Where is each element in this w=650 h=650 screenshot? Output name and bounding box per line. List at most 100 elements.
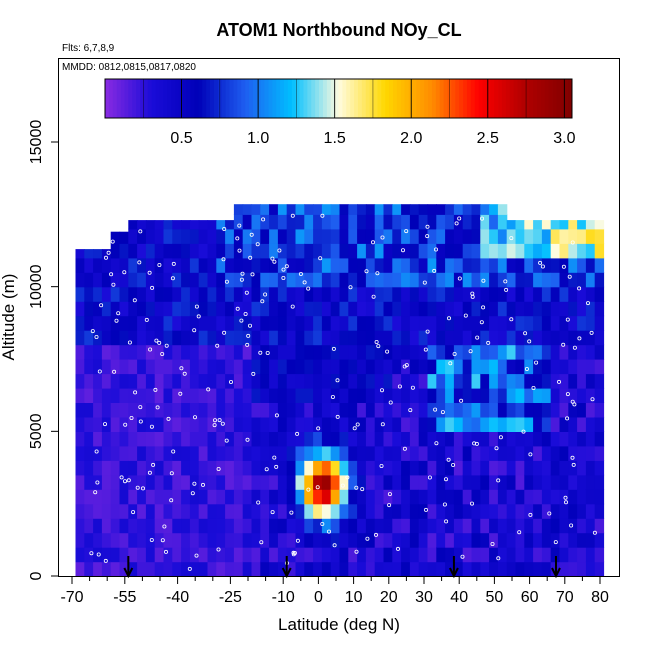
observation-point	[243, 311, 248, 316]
colorbar-segment	[428, 79, 433, 118]
observation-point	[206, 387, 211, 392]
heatmap-cell	[216, 387, 226, 403]
colorbar-segment	[392, 79, 398, 118]
colorbar-segment	[287, 79, 293, 118]
heatmap-cell	[594, 301, 605, 317]
heatmap-cell	[163, 359, 173, 375]
heatmap-cell	[409, 518, 420, 534]
heatmap-cell	[392, 330, 402, 346]
heatmap-cell	[383, 387, 393, 403]
heatmap-cell	[348, 344, 358, 360]
heatmap-cell	[480, 359, 490, 375]
heatmap-cell	[489, 547, 499, 563]
heatmap-cell	[533, 301, 543, 317]
heatmap-cell	[594, 359, 605, 375]
heatmap-cell	[515, 344, 525, 360]
heatmap-cell	[489, 204, 499, 215]
heatmap-cell	[541, 286, 552, 302]
colorbar-segment	[463, 79, 468, 118]
heatmap-cell	[462, 561, 473, 577]
heatmap-cell	[330, 344, 341, 360]
heatmap-cell	[383, 489, 393, 505]
heatmap-cell	[198, 359, 209, 375]
heatmap-cell	[357, 257, 367, 273]
heatmap-cell	[365, 460, 376, 476]
observation-point	[200, 482, 205, 487]
heatmap-cell	[524, 257, 534, 273]
heatmap-cell	[383, 561, 393, 577]
observation-point	[425, 329, 430, 334]
heatmap-cell	[392, 518, 402, 534]
heatmap-cell	[295, 518, 305, 534]
heatmap-cell	[524, 301, 534, 317]
colorbar-segment	[248, 79, 254, 118]
heatmap-cell	[233, 431, 244, 447]
colorbar-tick-label: 1.0	[247, 130, 269, 147]
heatmap-cell	[216, 547, 226, 563]
observation-point	[265, 350, 270, 355]
heatmap-cell	[207, 489, 217, 505]
heatmap-cell	[401, 373, 411, 389]
observation-point	[402, 446, 407, 451]
heatmap-cell	[339, 474, 349, 490]
heatmap-cell	[313, 373, 323, 389]
heatmap-cell	[128, 387, 138, 403]
observation-point	[215, 343, 220, 348]
heatmap-cell	[445, 547, 455, 563]
heatmap-cell	[365, 489, 376, 505]
heatmap-cell	[471, 474, 481, 490]
colorbar-segment	[311, 79, 316, 118]
observation-point	[150, 285, 155, 290]
heatmap-cell	[401, 387, 411, 403]
heatmap-cell	[374, 228, 385, 244]
heatmap-cell	[154, 272, 165, 288]
heatmap-cell	[453, 344, 464, 360]
heatmap-cell	[348, 474, 358, 490]
colorbar-segment	[556, 79, 561, 118]
heatmap-cell	[585, 431, 596, 447]
colorbar-segment	[560, 79, 565, 118]
heatmap-cell	[365, 204, 376, 215]
heatmap-cell	[418, 445, 429, 461]
heatmap-cell	[84, 272, 94, 288]
heatmap-cell	[506, 257, 517, 273]
heatmap-cell	[515, 257, 525, 273]
heatmap-cell	[471, 301, 481, 317]
observation-point	[547, 511, 552, 516]
observation-point	[444, 519, 449, 524]
heatmap-cell	[550, 431, 561, 447]
heatmap-cell	[365, 503, 376, 519]
heatmap-cell	[392, 402, 402, 418]
heatmap-cell	[568, 373, 578, 389]
heatmap-cell	[93, 286, 103, 302]
heatmap-cell	[401, 344, 411, 360]
heatmap-cell	[225, 518, 235, 534]
heatmap-cell	[304, 431, 314, 447]
heatmap-cell	[321, 561, 332, 577]
heatmap-cell	[480, 489, 490, 505]
heatmap-cell	[189, 373, 200, 389]
heatmap-cell	[277, 301, 288, 317]
heatmap-cell	[577, 503, 587, 519]
heatmap-cell	[515, 243, 525, 259]
heatmap-cell	[198, 387, 209, 403]
heatmap-cell	[497, 344, 508, 360]
heatmap-cell	[181, 330, 191, 346]
observation-point	[187, 566, 192, 571]
heatmap-cell	[577, 489, 587, 505]
heatmap-cell	[559, 243, 569, 259]
heatmap-cell	[409, 214, 420, 230]
flights-annotation: Flts: 6,7,8,9	[62, 43, 115, 54]
heatmap-cell	[506, 547, 517, 563]
heatmap-cell	[101, 547, 112, 563]
heatmap-cell	[330, 474, 341, 490]
observation-point	[375, 271, 380, 276]
heatmap-cell	[577, 547, 587, 563]
heatmap-cell	[304, 204, 314, 215]
observation-point	[281, 267, 286, 272]
x-tick-label: -25	[219, 589, 242, 606]
heatmap-cell	[445, 474, 455, 490]
heatmap-cell	[313, 431, 323, 447]
heatmap-cell	[145, 373, 156, 389]
